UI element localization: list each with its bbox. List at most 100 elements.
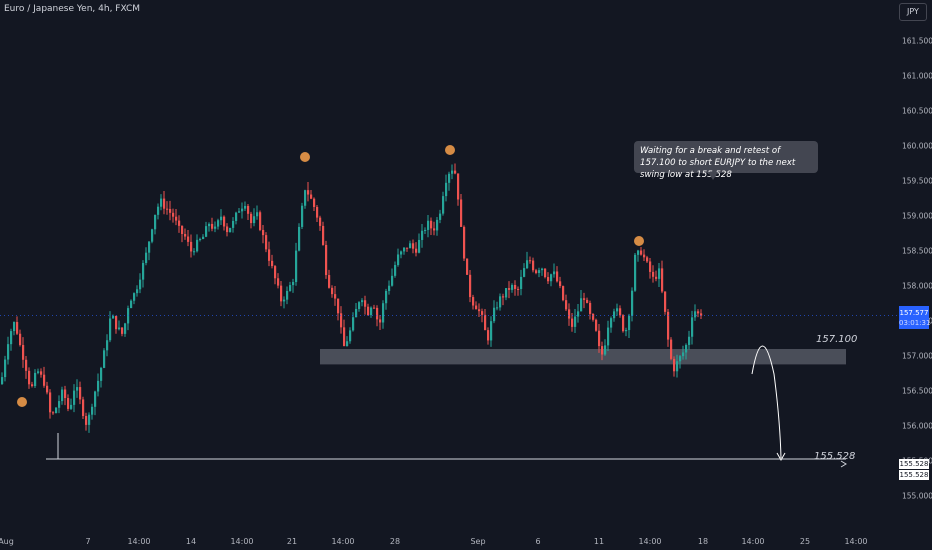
candle-body xyxy=(646,257,649,262)
candle-body xyxy=(571,318,574,327)
candle-body xyxy=(655,276,658,279)
candle-body xyxy=(328,275,331,288)
candle-body xyxy=(4,359,7,378)
candle-body xyxy=(430,220,433,229)
candle-body xyxy=(397,254,400,266)
last-price-value: 157.577 xyxy=(899,309,929,317)
candle-body xyxy=(91,406,94,415)
candle-body xyxy=(145,252,148,263)
candle-body xyxy=(61,389,64,402)
candle-body xyxy=(580,298,583,312)
candle-body xyxy=(595,319,598,331)
candle-body xyxy=(484,314,487,331)
candle-body xyxy=(358,302,361,309)
candle-body xyxy=(511,284,514,290)
candle-body xyxy=(43,374,46,386)
candle-body xyxy=(271,260,274,267)
annotation-lines-layer xyxy=(0,315,932,468)
candle-body xyxy=(202,236,205,240)
candle-body xyxy=(22,344,25,360)
x-tick-label: 6 xyxy=(535,537,541,546)
candle-body xyxy=(616,308,619,312)
candle-body xyxy=(346,341,349,347)
candle-body xyxy=(568,309,571,319)
candle-body xyxy=(649,261,652,272)
candle-body xyxy=(418,239,421,253)
candle-body xyxy=(583,298,586,300)
candle-body xyxy=(394,265,397,276)
candle-body xyxy=(280,285,283,302)
candle-body xyxy=(205,226,208,237)
candle-body xyxy=(28,370,31,385)
x-tick-label: 11 xyxy=(593,537,605,546)
candle-body xyxy=(136,289,139,294)
candle-body xyxy=(1,377,4,384)
candle-body xyxy=(322,225,325,245)
candle-body xyxy=(442,196,445,214)
candle-body xyxy=(400,251,403,255)
candle-body xyxy=(55,407,58,414)
candle-body xyxy=(661,268,664,292)
candle-body xyxy=(289,285,292,291)
candle-body xyxy=(184,234,187,237)
candle-body xyxy=(685,344,688,353)
candle-body xyxy=(529,260,532,262)
candle-body xyxy=(283,299,286,302)
candle-body xyxy=(673,358,676,372)
candle-body xyxy=(622,315,625,332)
candle-body xyxy=(265,235,268,250)
bar-countdown: 03:01:31 xyxy=(899,319,931,327)
candle-body xyxy=(196,239,199,252)
annotation-callout[interactable]: Waiting for a break and retest of 157.10… xyxy=(634,141,818,180)
y-tick-label: 159.000 xyxy=(902,211,932,221)
candle-body xyxy=(577,311,580,317)
candle-body xyxy=(472,297,475,306)
candle-body xyxy=(211,223,214,229)
candle-body xyxy=(34,372,37,387)
candle-body xyxy=(208,223,211,227)
y-tick-label: 159.500 xyxy=(902,176,932,186)
candle-body xyxy=(247,205,250,214)
candle-body xyxy=(367,306,370,316)
candle-body xyxy=(49,392,52,413)
candle-body xyxy=(361,300,364,303)
candle-body xyxy=(190,241,193,252)
candle-body xyxy=(160,198,163,207)
candle-body xyxy=(466,258,469,275)
candle-body xyxy=(31,384,34,387)
x-tick-label: 25 xyxy=(799,537,811,546)
candle-body xyxy=(10,331,13,345)
candle-body xyxy=(169,209,172,213)
candle-body xyxy=(232,220,235,228)
candle-body xyxy=(688,336,691,345)
candle-body xyxy=(58,401,61,408)
candle-body xyxy=(691,317,694,337)
candle-body xyxy=(250,213,253,224)
candle-body xyxy=(226,226,229,233)
candle-body xyxy=(619,308,622,316)
candle-body xyxy=(340,313,343,328)
candle-body xyxy=(670,339,673,359)
candle-body xyxy=(565,300,568,310)
candle-body xyxy=(469,274,472,298)
candle-body xyxy=(496,307,499,309)
candle-body xyxy=(193,251,196,253)
target-price-tag: 155.528 xyxy=(899,459,929,469)
candle-body xyxy=(370,307,373,316)
candle-body xyxy=(379,319,382,323)
candle-body xyxy=(439,213,442,220)
candle-body xyxy=(481,311,484,315)
candle-body xyxy=(220,216,223,221)
target-level-label: 155.528 xyxy=(814,451,856,462)
candle-body xyxy=(658,268,661,279)
target-level-arrowhead xyxy=(840,460,847,468)
resistance-zone-layer xyxy=(320,349,846,365)
candle-body xyxy=(325,244,328,276)
x-tick-label: Aug xyxy=(0,537,14,546)
currency-button[interactable]: JPY xyxy=(899,3,927,21)
x-tick-label: 14:00 xyxy=(127,537,151,546)
candle-body xyxy=(403,247,406,252)
candle-body xyxy=(643,254,646,258)
candle-body xyxy=(679,356,682,362)
